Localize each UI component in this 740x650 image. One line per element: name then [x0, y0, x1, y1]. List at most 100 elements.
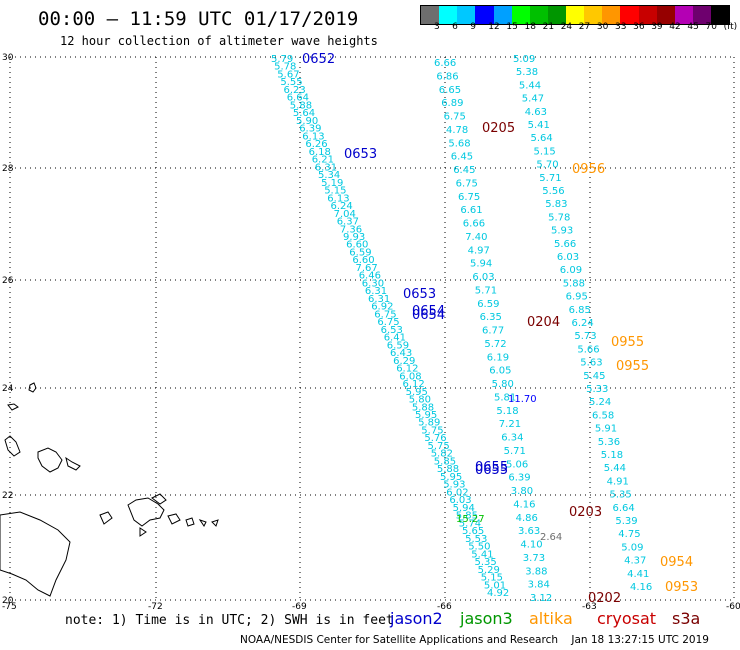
wave-height-value: 6.05 — [489, 366, 511, 377]
lat-tick-label: 26 — [2, 276, 14, 286]
wave-height-value: 6.75 — [444, 112, 466, 123]
wave-height-value: 6.13 — [327, 193, 349, 204]
colorbar — [420, 5, 730, 25]
wave-height-value: 5.18 — [496, 406, 518, 417]
wave-height-value: 6.61 — [460, 205, 482, 216]
colorbar-swatch — [457, 6, 476, 24]
footer-legend: note: 1) Time is in UTC; 2) SWH is in fe… — [0, 609, 740, 633]
wave-height-value: 6.31 — [365, 286, 387, 297]
legend-jason2: jason2 — [390, 609, 443, 628]
pass-time-label: 0956 — [572, 162, 605, 177]
map-subtitle: 12 hour collection of altimeter wave hei… — [60, 34, 378, 48]
wave-height-value: 5.72 — [484, 339, 506, 350]
wave-height-value: 6.64 — [613, 503, 635, 514]
wave-height-value: 6.35 — [480, 312, 502, 323]
pass-time-label: 0204 — [527, 315, 560, 330]
wave-height-value: 5.15 — [534, 146, 556, 157]
wave-height-value: 6.75 — [377, 317, 399, 328]
pass-time-label: 0655 — [475, 463, 508, 478]
wave-height-value: 5.39 — [615, 516, 637, 527]
wave-height-value: 6.60 — [352, 255, 374, 266]
wave-height-value: 5.93 — [551, 226, 573, 237]
legend-s3a: s3a — [672, 609, 701, 628]
wave-height-value: 3.12 — [530, 593, 552, 604]
colorbar-label: 6 — [452, 22, 458, 32]
wave-height-value: 5.88 — [437, 464, 459, 475]
wave-height-value: 5.50 — [468, 542, 490, 553]
wave-height-value: 6.37 — [337, 217, 359, 228]
wave-height-value: 5.88 — [563, 278, 585, 289]
wave-height-value: 5.34 — [318, 170, 340, 181]
colorbar-swatch — [439, 6, 458, 24]
wave-height-value: 5.15 — [481, 573, 503, 584]
wave-height-value: 7.40 — [465, 232, 487, 243]
wave-height-value: 6.08 — [399, 371, 421, 382]
pass-time-label: 0205 — [482, 121, 515, 136]
wave-height-value: 5.66 — [554, 239, 576, 250]
colorbar-swatch — [602, 6, 621, 24]
axis-tick-labels: -75 -72 -69 -66 -63 -60 30 28 26 24 22 20 — [2, 53, 740, 610]
wave-height-value: 5.67 — [277, 70, 299, 81]
wave-height-value: 4.16 — [513, 499, 535, 510]
colorbar-label: 42 — [669, 22, 681, 32]
wave-height-value: 6.86 — [436, 71, 458, 82]
wave-height-value: 5.75 — [428, 441, 450, 452]
colorbar-label: 18 — [524, 22, 536, 32]
wave-height-value: 5.45 — [583, 371, 605, 382]
wave-height-value: 5.88 — [412, 402, 434, 413]
pass-time-label: 0654 — [412, 304, 445, 319]
wave-height-value: 5.41 — [471, 549, 493, 560]
wave-height-value: 3.84 — [528, 580, 550, 591]
wave-height-value: 7.04 — [334, 209, 356, 220]
wave-height-value: 4.92 — [487, 588, 509, 599]
wave-height-value: 5.65 — [462, 526, 484, 537]
wave-height-value: 6.21 — [312, 155, 334, 166]
wave-height-value: 5.24 — [589, 397, 611, 408]
pass-time-label: 0954 — [660, 555, 693, 570]
wave-height-value: 5.79 — [271, 54, 293, 65]
wave-height-value: 5.70 — [536, 160, 558, 171]
wave-height-value: 6.19 — [487, 352, 509, 363]
wave-height-value: 6.95 — [566, 292, 588, 303]
pass-time-label: 0955 — [616, 359, 649, 374]
wave-height-value: 6.59 — [477, 299, 499, 310]
wave-height-value: 5.06 — [506, 459, 528, 470]
wave-height-value: 9.93 — [343, 232, 365, 243]
wave-height-value: 6.03 — [557, 252, 579, 263]
colorbar-swatch — [547, 6, 566, 24]
wave-height-value: 5.56 — [542, 186, 564, 197]
wave-height-value: 5.76 — [424, 433, 446, 444]
wave-height-value: 7.67 — [356, 263, 378, 274]
wave-height-value: 4.16 — [630, 582, 652, 593]
lon-tick-label: -60 — [726, 602, 740, 610]
lat-lon-grid — [9, 56, 735, 601]
colorbar-label: (ft) — [723, 22, 738, 32]
wave-height-value: 5.19 — [321, 178, 343, 189]
wave-height-value: 5.95 — [440, 472, 462, 483]
colorbar-label: 33 — [615, 22, 627, 32]
lon-tick-label: -66 — [437, 602, 452, 610]
wave-height-value: 5.35 — [475, 557, 497, 568]
wave-height-value: 6.02 — [446, 487, 468, 498]
wave-height-value: 5.29 — [478, 565, 500, 576]
colorbar-label: 36 — [633, 22, 645, 32]
wave-height-value: 6.09 — [560, 265, 582, 276]
wave-height-value: 5.18 — [601, 450, 623, 461]
wave-height-value: 11.70 — [508, 394, 537, 405]
wave-height-value: 3.63 — [518, 526, 540, 537]
colorbar-swatch — [584, 6, 603, 24]
legend-jason3: jason3 — [460, 609, 513, 628]
wave-height-value: 6.59 — [349, 248, 371, 259]
colorbar-label: 9 — [470, 22, 476, 32]
colorbar-label: 3 — [434, 22, 440, 32]
colorbar-swatch — [493, 6, 512, 24]
wave-height-value: 6.77 — [482, 326, 504, 337]
wave-height-value: 6.24 — [331, 201, 353, 212]
colorbar-swatch — [421, 6, 440, 24]
colorbar-swatch — [711, 6, 730, 24]
wave-height-value: 5.64 — [531, 133, 553, 144]
wave-height-value: 5.94 — [470, 259, 492, 270]
colorbar-label: 15 — [506, 22, 518, 32]
